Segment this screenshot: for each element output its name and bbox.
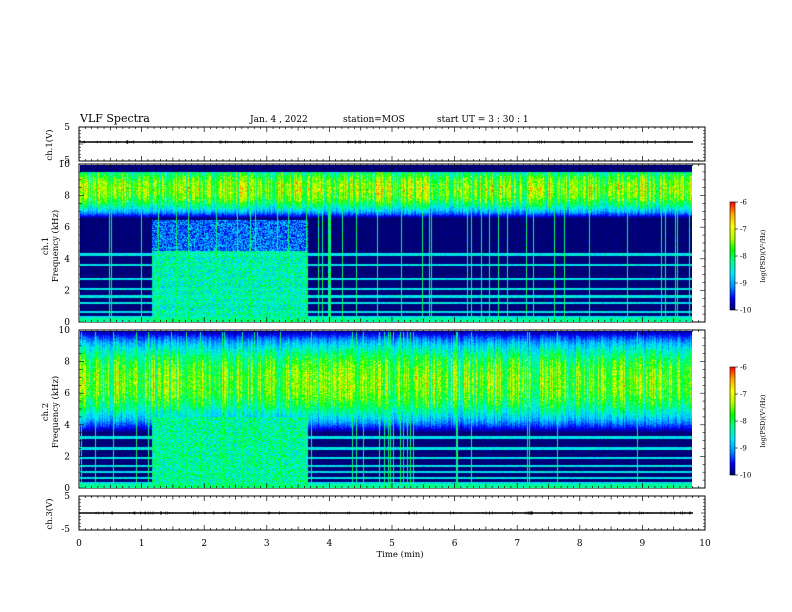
ch2-spectrogram-image [80,331,692,488]
freq-tick-label: 6 [64,389,70,399]
ch2-colorbar-scale [729,366,736,476]
ch2-spectrogram-panel: 10 8 6 4 2 0 ch.2 Frequency (kHz) [41,326,706,494]
colorbar-tick-label: -9 [740,445,747,453]
ch2-colorbar: -6 -7 -8 -9 -10 log(PSD)(V²/Hz) [729,364,767,480]
ch3-waveform-panel: 5 -5 ch.3(V) [44,492,706,535]
ch2-spec-ylabel-top: ch.2 [41,403,51,421]
freq-tick-label: 8 [64,192,70,202]
colorbar-tick-label: -9 [740,280,747,288]
colorbar-tick-label: -8 [740,418,747,426]
colorbar-tick-label: -6 [740,364,747,372]
freq-tick-label: 0 [64,484,70,494]
ch1-waveform-panel: 5 -5 ch.1(V) [44,123,706,166]
figure-title: VLF Spectra [79,112,150,125]
start-ut-label: start UT = 3 : 30 : 1 [437,115,529,125]
colorbar-tick-label: -7 [740,226,747,234]
freq-tick-label: 10 [59,326,71,336]
ch2-colorbar-label: log(PSD)(V²/Hz) [759,394,767,447]
station-label: station=MOS [343,115,405,125]
ch1-colorbar-label: log(PSD)(V²/Hz) [759,229,767,282]
time-tick-label: 3 [264,539,270,549]
time-tick-label: 0 [76,539,82,549]
ch1-wave-tick-top: 5 [64,123,70,133]
time-axis-ticks [78,126,706,531]
ch1-frequency-ticks: 10 8 6 4 2 0 [59,160,705,328]
ch1-colorbar: -6 -7 -8 -9 -10 log(PSD)(V²/Hz) [729,199,767,315]
ch3-wave-ylabel: ch.3(V) [44,498,55,529]
freq-tick-label: 8 [64,358,70,368]
ch1-spectrogram-panel: 10 8 6 4 2 0 ch.1 Frequency (kHz) [41,160,706,328]
ch1-waveform-frame [78,126,706,162]
ch1-spec-ylabel-top: ch.1 [41,237,51,255]
freq-tick-label: 10 [59,160,71,170]
time-axis-label: Time (min) [376,549,423,560]
freq-tick-label: 4 [64,421,70,431]
colorbar-tick-label: -7 [740,391,747,399]
time-tick-label: 7 [514,539,520,549]
time-tick-label: 6 [452,539,458,549]
ch1-colorbar-ticks: -6 -7 -8 -9 -10 [735,199,751,315]
time-tick-label: 4 [327,539,333,549]
ch3-wave-tick-bottom: -5 [61,525,70,535]
freq-tick-label: 0 [64,318,70,328]
time-tick-label: 10 [699,539,711,549]
ch1-spectrogram-image [80,165,692,322]
colorbar-tick-label: -10 [740,307,751,315]
ch1-wave-tick-bottom: -5 [61,156,70,166]
date-label: Jan. 4 , 2022 [249,115,308,125]
ch2-frequency-ticks: 10 8 6 4 2 0 [59,326,705,494]
freq-tick-label: 6 [64,223,70,233]
time-axis-tick-labels: 0 1 2 3 4 5 6 7 8 9 10 [76,539,711,549]
time-tick-label: 9 [640,539,646,549]
ch2-spec-ylabel: Frequency (kHz) [50,376,61,448]
freq-tick-label: 2 [64,286,70,296]
colorbar-tick-label: -10 [740,472,751,480]
freq-tick-label: 4 [64,255,70,265]
colorbar-tick-label: -6 [740,199,747,207]
ch1-spec-ylabel: Frequency (kHz) [50,210,61,282]
ch2-colorbar-ticks: -6 -7 -8 -9 -10 [735,364,751,480]
colorbar-tick-label: -8 [740,253,747,261]
ch1-colorbar-scale [729,201,736,311]
time-tick-label: 5 [389,539,395,549]
time-tick-label: 2 [201,539,207,549]
freq-tick-label: 2 [64,452,70,462]
time-tick-label: 8 [577,539,583,549]
ch3-wave-tick-top: 5 [64,492,70,502]
time-tick-label: 1 [139,539,145,549]
ch1-wave-ylabel: ch.1(V) [44,129,55,160]
